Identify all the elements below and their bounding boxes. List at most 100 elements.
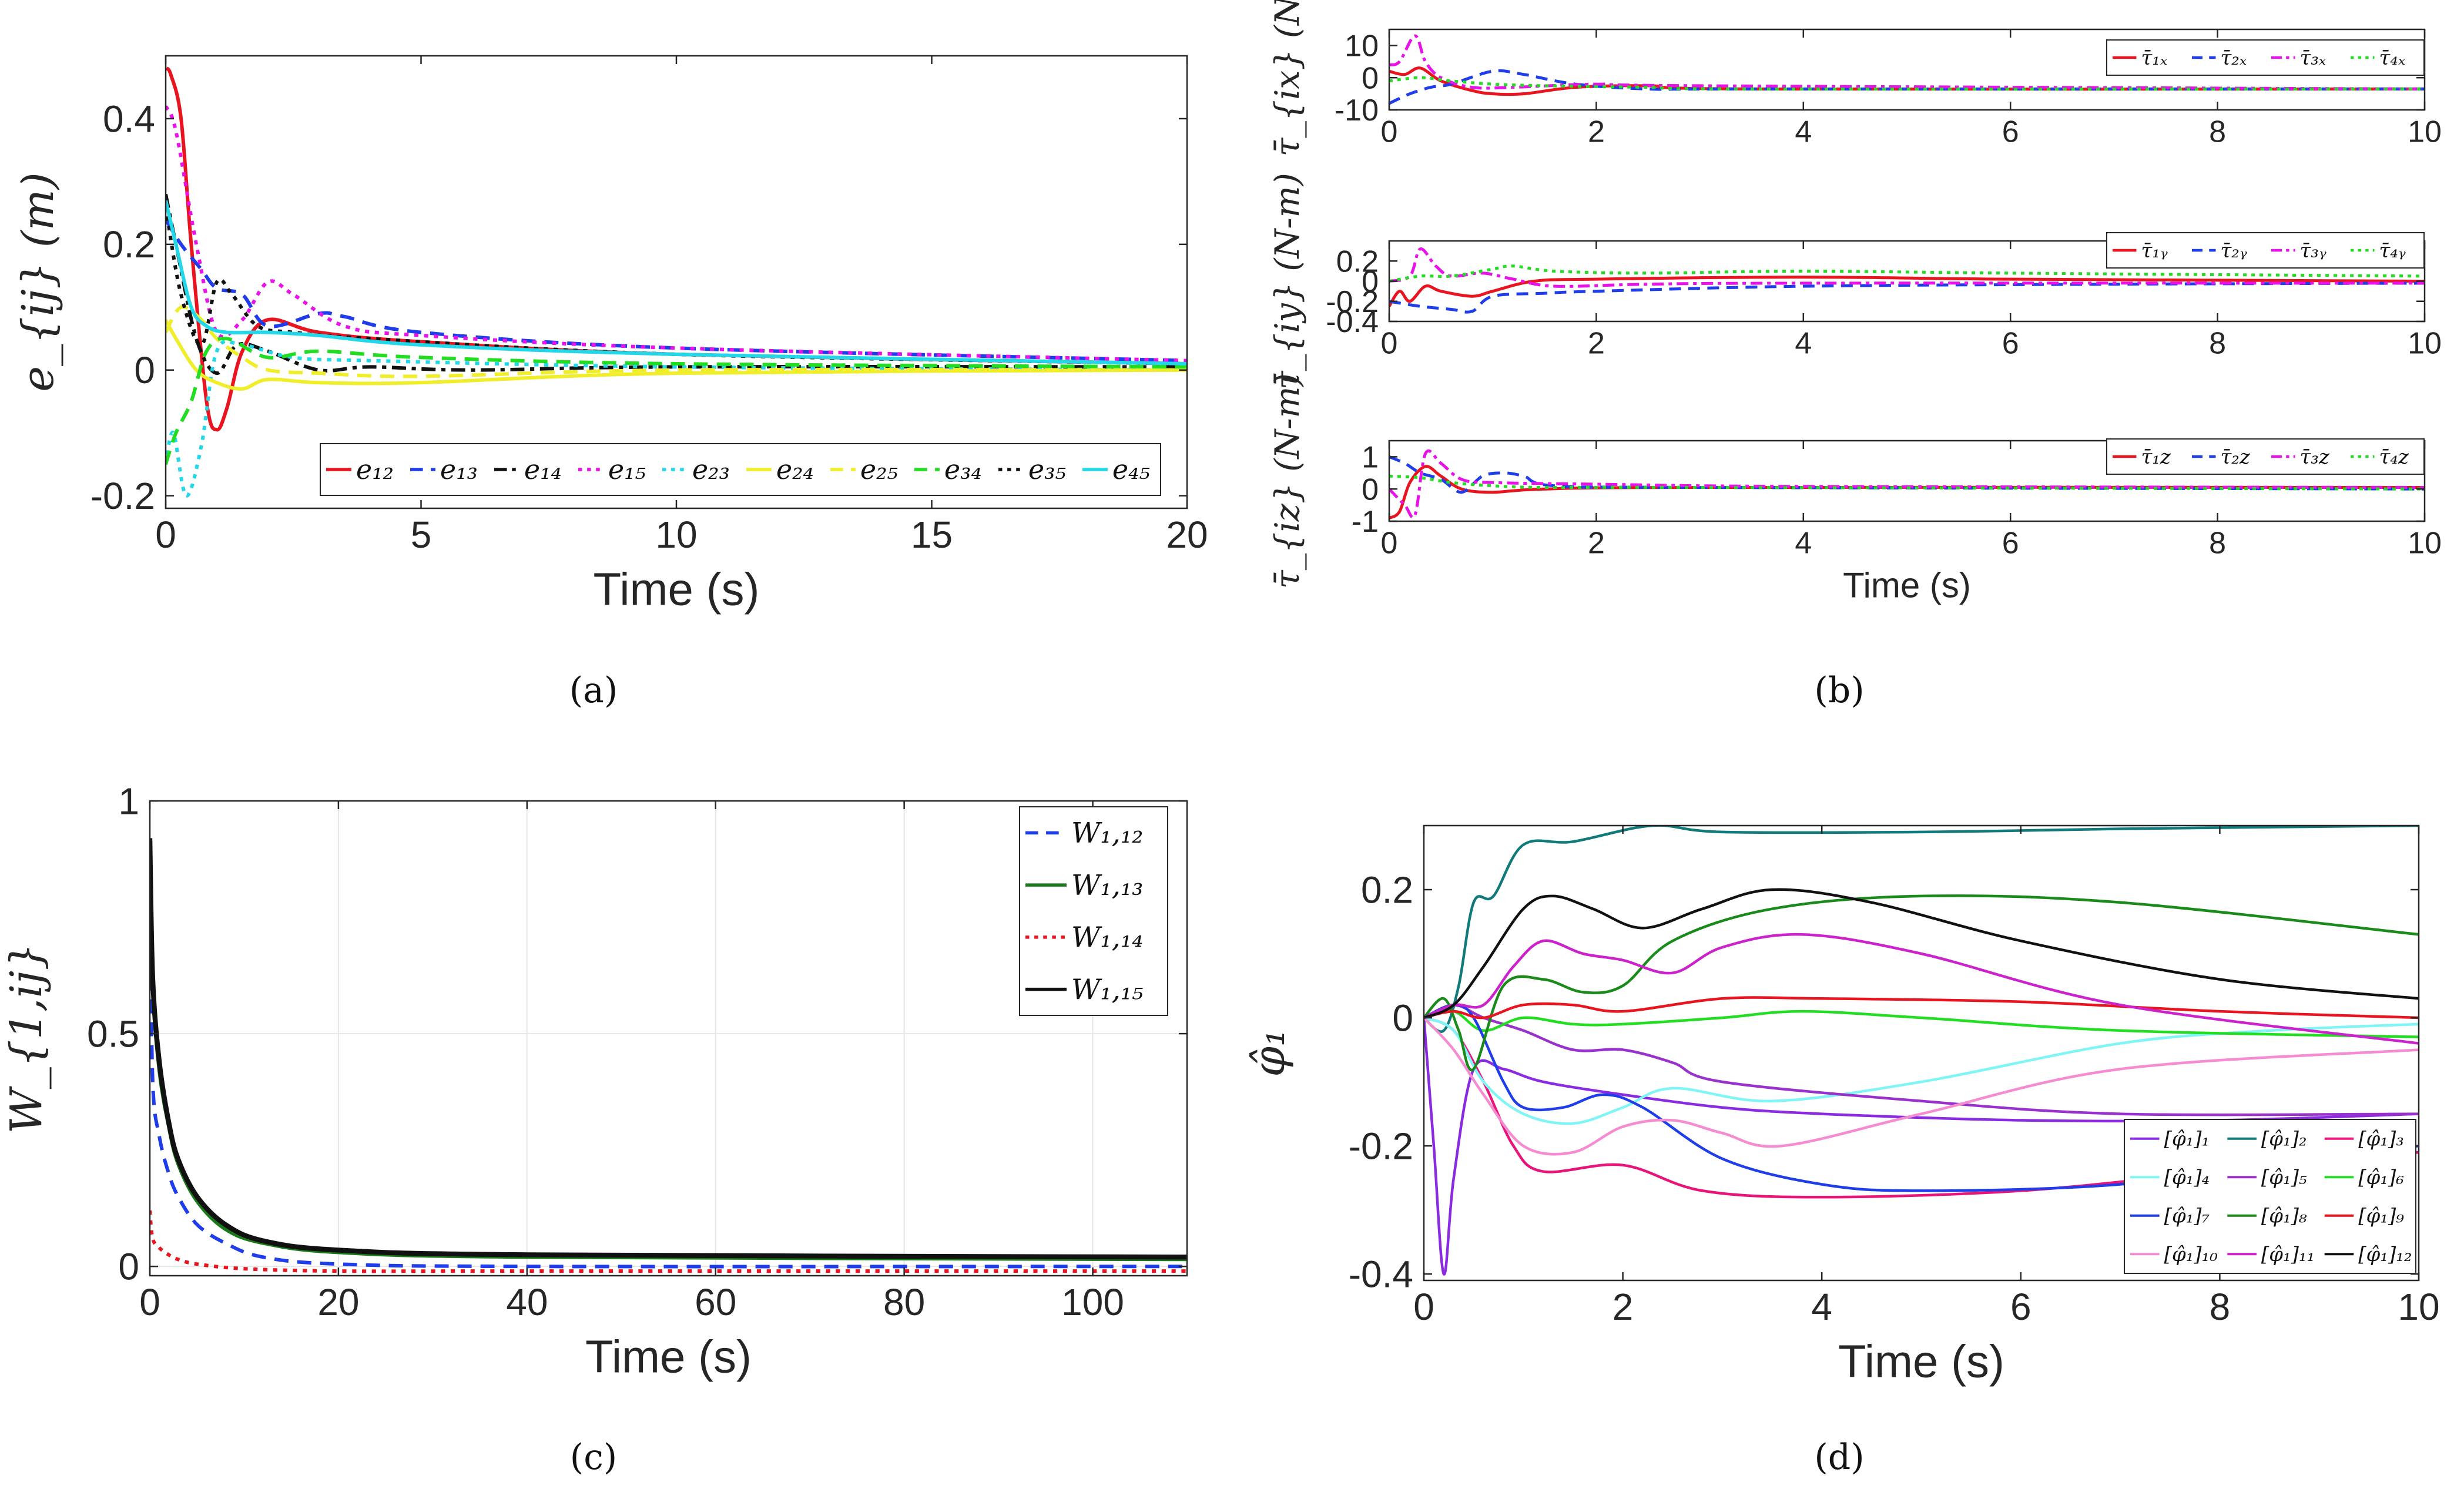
legend-label-phi1_10: [φ̂₁]₁₀ bbox=[2164, 1243, 2218, 1266]
legend-label-W1_13: W₁,₁₃ bbox=[1071, 869, 1143, 902]
legend-label-e35: e₃₅ bbox=[1028, 454, 1066, 485]
x-tick-label: 2 bbox=[1588, 527, 1605, 561]
y-axis-label: φ̂₁ bbox=[1244, 1029, 1295, 1077]
legend-label-tau4y: τ̄₄ᵧ bbox=[2379, 239, 2406, 263]
legend-label-tau4x: τ̄₄ₓ bbox=[2379, 46, 2406, 70]
legend-box bbox=[2106, 438, 2425, 475]
legend-box bbox=[2106, 39, 2425, 76]
y-tick-label: -1 bbox=[1352, 505, 1379, 539]
series-line-e13 bbox=[166, 218, 1187, 363]
x-tick-label: 4 bbox=[1795, 327, 1812, 361]
x-tick-label: 10 bbox=[2398, 1286, 2439, 1328]
legend-label-W1_15: W₁,₁₅ bbox=[1071, 973, 1143, 1006]
y-tick-label: -0.2 bbox=[1349, 1125, 1413, 1167]
x-tick-label: 20 bbox=[317, 1281, 359, 1323]
x-tick-label: 8 bbox=[2210, 1286, 2231, 1328]
legend-label-tau3y: τ̄₃ᵧ bbox=[2300, 239, 2326, 263]
legend-box bbox=[1019, 806, 1168, 1016]
x-tick-label: 80 bbox=[883, 1281, 925, 1323]
legend-box bbox=[2124, 1119, 2416, 1274]
x-tick-label: 2 bbox=[1588, 115, 1605, 149]
series-line-phi1_11 bbox=[1424, 933, 2419, 1045]
legend-label-tau1x: τ̄₁ₓ bbox=[2141, 46, 2168, 70]
x-tick-label: 8 bbox=[2209, 327, 2226, 361]
caption-c: (c) bbox=[570, 1437, 617, 1478]
legend-label-e24: e₂₄ bbox=[776, 454, 814, 485]
x-axis-label: Time (s) bbox=[1843, 566, 1971, 605]
y-tick-label: 0.2 bbox=[1336, 244, 1379, 279]
y-tick-label: 0 bbox=[134, 349, 155, 391]
series-group bbox=[1424, 826, 2419, 1276]
legend-label-e25: e₂₅ bbox=[860, 454, 898, 485]
y-axis-label: W_{1,ij} bbox=[1, 943, 52, 1134]
x-tick-label: 15 bbox=[911, 514, 953, 556]
x-tick-label: 0 bbox=[1381, 115, 1398, 149]
x-tick-label: 0 bbox=[1381, 527, 1398, 561]
series-line-e24 bbox=[166, 318, 1187, 391]
legend-label-phi1_12: [φ̂₁]₁₂ bbox=[2358, 1243, 2412, 1266]
y-tick-label: 0 bbox=[118, 1246, 139, 1288]
series-line-phi1_2 bbox=[1424, 826, 2419, 1033]
legend-label-W1_12: W₁,₁₂ bbox=[1071, 817, 1143, 850]
x-tick-label: 10 bbox=[655, 514, 697, 556]
x-tick-label: 10 bbox=[2408, 527, 2442, 561]
legend-label-tau4z: τ̄₄z bbox=[2379, 445, 2409, 469]
legend-label-tau2x: τ̄₂ₓ bbox=[2221, 46, 2247, 70]
series-line-phi1_6 bbox=[1424, 1010, 2419, 1038]
series-line-tau4x bbox=[1389, 76, 2425, 91]
x-tick-label: 6 bbox=[2002, 527, 2019, 561]
y-tick-label: -10 bbox=[1335, 93, 1379, 128]
series-line-phi1_12 bbox=[1424, 888, 2419, 1020]
x-tick-label: 0 bbox=[1381, 327, 1398, 361]
y-tick-label: 0 bbox=[1362, 265, 1379, 299]
y-tick-label: -0.2 bbox=[90, 475, 155, 517]
x-tick-label: 10 bbox=[2408, 115, 2442, 149]
legend-label-tau1z: τ̄₁z bbox=[2141, 445, 2171, 469]
series-line-tau3z bbox=[1389, 449, 2425, 519]
chart-c: 0 20 40 60 80 100 0 0.5 1 Time (s) W_{1,ij} W₁,₁₂ W₁… bbox=[1, 780, 1188, 1478]
x-tick-label: 4 bbox=[1795, 527, 1812, 561]
legend-label-phi1_1: [φ̂₁]₁ bbox=[2164, 1128, 2210, 1151]
y-tick-label: 0 bbox=[1392, 997, 1413, 1039]
legend-label-phi1_4: [φ̂₁]₄ bbox=[2164, 1166, 2210, 1189]
legend-label-tau2y: τ̄₂ᵧ bbox=[2221, 239, 2247, 263]
chart-d: 0 2 4 6 8 10 -0.4 -0.2 0 0.2 Time (s) φ̂₁ [φ̂₁]₁ [φ̂₁… bbox=[1244, 824, 2440, 1478]
x-tick-label: 10 bbox=[2408, 327, 2442, 361]
series-line-tau4z bbox=[1389, 474, 2425, 491]
y-tick-label: 0.2 bbox=[103, 223, 155, 266]
series-line-phi1_4 bbox=[1424, 1016, 2419, 1125]
y-axis-label: τ̄_{ix} (N) bbox=[1268, 0, 1307, 156]
series-line-phi1_5 bbox=[1424, 1003, 2419, 1116]
y-tick-label: 0.2 bbox=[1361, 868, 1413, 911]
y-tick-label: 1 bbox=[118, 780, 139, 822]
legend-label-e15: e₁₅ bbox=[608, 454, 646, 485]
x-tick-label: 6 bbox=[2002, 327, 2019, 361]
y-tick-label: -0.4 bbox=[1349, 1253, 1413, 1295]
legend-label-phi1_9: [φ̂₁]₉ bbox=[2358, 1205, 2404, 1228]
x-tick-label: 6 bbox=[2002, 115, 2019, 149]
y-tick-label: 10 bbox=[1345, 29, 1379, 63]
y-axis-label: e_{ij} (m) bbox=[13, 172, 63, 391]
y-tick-label: -0.4 bbox=[1326, 305, 1379, 339]
y-axis-label: τ̄_{iy} (N-m) bbox=[1268, 173, 1307, 390]
x-tick-label: 0 bbox=[155, 514, 176, 556]
x-tick-label: 2 bbox=[1613, 1286, 1634, 1328]
x-tick-label: 20 bbox=[1166, 514, 1208, 556]
series-line-tau1y bbox=[1389, 276, 2425, 307]
series-line-e34 bbox=[166, 336, 1187, 465]
x-tick-label: 5 bbox=[411, 514, 432, 556]
caption-d: (d) bbox=[1814, 1437, 1864, 1478]
legend-label-phi1_3: [φ̂₁]₃ bbox=[2358, 1128, 2404, 1151]
legend-box bbox=[2106, 232, 2425, 269]
legend-label-phi1_11: [φ̂₁]₁₁ bbox=[2261, 1243, 2315, 1266]
caption-b3: (b) bbox=[1814, 670, 1864, 711]
series-line-W1_12 bbox=[150, 884, 1187, 1269]
series-group bbox=[166, 66, 1187, 498]
x-tick-label: 8 bbox=[2209, 115, 2226, 149]
axes-box bbox=[1388, 440, 2426, 522]
legend-label-phi1_7: [φ̂₁]₇ bbox=[2164, 1205, 2210, 1228]
x-tick-label: 8 bbox=[2209, 527, 2226, 561]
